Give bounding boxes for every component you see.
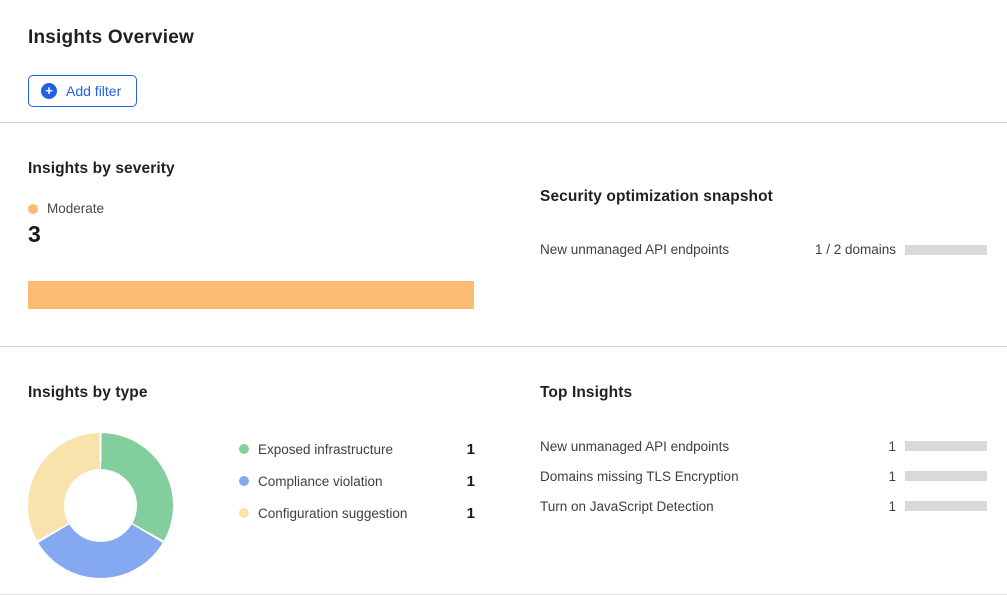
legend-label: Exposed infrastructure <box>258 441 394 457</box>
legend-value: 1 <box>466 440 475 458</box>
security-optimization-snapshot-heading: Security optimization snapshot <box>540 188 773 205</box>
legend-item: Compliance violation 1 <box>239 471 475 491</box>
exposed-infrastructure-dot-icon <box>239 444 249 454</box>
moderate-severity-dot-icon <box>28 203 38 214</box>
legend-value: 1 <box>466 472 475 490</box>
snapshot-row: New unmanaged API endpoints 1 / 2 domain… <box>540 242 987 257</box>
top-insight-label: Domains missing TLS Encryption <box>540 468 739 484</box>
configuration-suggestion-dot-icon <box>239 508 249 518</box>
insights-by-type-panel: Insights by type Exposed infrastructure … <box>0 347 500 578</box>
header-divider <box>0 122 1007 123</box>
top-insight-value: 1 <box>888 438 896 454</box>
add-filter-label: Add filter <box>66 83 122 99</box>
top-insight-bar-track <box>905 471 987 481</box>
insights-by-severity-heading: Insights by severity <box>28 160 175 177</box>
page-header: Insights Overview + Add filter <box>0 0 1007 107</box>
snapshot-row-value: 1 / 2 domains <box>814 242 896 257</box>
snapshot-progress-track <box>905 244 987 255</box>
top-insight-label: New unmanaged API endpoints <box>540 438 730 454</box>
severity-legend-label: Moderate <box>47 201 105 216</box>
insights-by-severity-panel: Insights by severity Moderate 3 <box>0 123 500 309</box>
legend-value: 1 <box>466 504 475 522</box>
top-insight-label: Turn on JavaScript Detection <box>540 498 714 514</box>
page-title: Insights Overview <box>28 27 195 48</box>
top-insight-row: Domains missing TLS Encryption 1 <box>540 465 987 487</box>
top-insight-row: Turn on JavaScript Detection 1 <box>540 495 987 517</box>
top-insight-bar-track <box>905 441 987 451</box>
top-insight-row: New unmanaged API endpoints 1 <box>540 435 987 457</box>
section-divider <box>0 346 1007 347</box>
snapshot-row-label: New unmanaged API endpoints <box>540 242 730 257</box>
add-filter-button[interactable]: + Add filter <box>28 75 138 107</box>
top-insight-bar-track <box>905 501 987 511</box>
legend-label: Compliance violation <box>258 473 383 489</box>
insights-by-type-content: Exposed infrastructure 1 Compliance viol… <box>28 433 500 578</box>
compliance-violation-dot-icon <box>239 476 249 486</box>
insights-by-type-heading: Insights by type <box>28 384 148 401</box>
security-optimization-snapshot-panel: Security optimization snapshot New unman… <box>500 123 1007 309</box>
insights-by-type-legend: Exposed infrastructure 1 Compliance viol… <box>239 433 475 578</box>
severity-count: 3 <box>28 221 41 247</box>
severity-snapshot-row: Insights by severity Moderate 3 Security… <box>0 123 1007 346</box>
legend-item: Exposed infrastructure 1 <box>239 439 475 459</box>
top-insight-value: 1 <box>888 498 896 514</box>
top-insights-rows: New unmanaged API endpoints 1 Domains mi… <box>540 435 987 517</box>
legend-label: Configuration suggestion <box>258 505 408 521</box>
type-topinsights-row: Insights by type Exposed infrastructure … <box>0 347 1007 578</box>
legend-item: Configuration suggestion 1 <box>239 503 475 523</box>
donut-hole <box>64 469 137 542</box>
insights-by-type-donut-chart[interactable] <box>28 433 173 578</box>
top-insights-heading: Top Insights <box>540 384 633 401</box>
plus-circle-icon: + <box>41 83 57 99</box>
top-insights-panel: Top Insights New unmanaged API endpoints… <box>500 347 1007 578</box>
severity-bar-chart[interactable] <box>28 281 474 309</box>
top-insight-value: 1 <box>888 468 896 484</box>
severity-legend: Moderate <box>28 201 500 216</box>
